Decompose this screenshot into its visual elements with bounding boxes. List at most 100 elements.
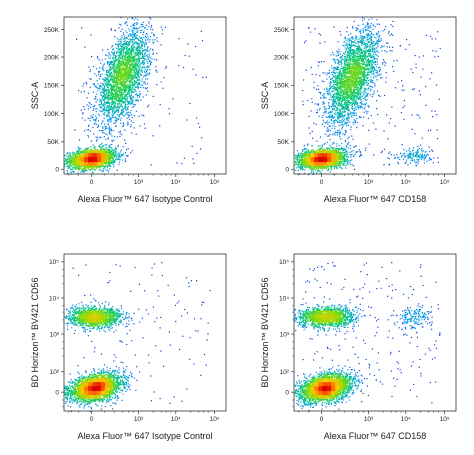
event-dot [90, 154, 92, 156]
event-dot [132, 106, 134, 109]
event-dot [80, 159, 82, 161]
event-dot [84, 159, 86, 161]
event-dot [120, 30, 122, 32]
event-dot [115, 154, 117, 156]
event-dot [110, 96, 112, 99]
event-dot [99, 100, 101, 102]
event-dot [196, 152, 198, 154]
event-dot [108, 128, 111, 130]
event-dot [91, 164, 93, 166]
event-dot [126, 155, 128, 157]
event-dot [117, 111, 119, 113]
event-dot [66, 165, 68, 167]
event-dot [86, 167, 88, 169]
event-dot [125, 95, 127, 97]
event-dot [302, 100, 304, 102]
event-dot [118, 115, 120, 117]
event-dot [124, 95, 126, 97]
event-dot [91, 166, 93, 168]
event-dot [126, 21, 128, 23]
event-dot [412, 88, 414, 91]
event-dot [377, 114, 379, 116]
event-dot [123, 74, 125, 76]
event-dot [106, 116, 108, 118]
event-dot [99, 110, 101, 112]
event-dot [103, 155, 105, 157]
event-dot [95, 162, 97, 164]
event-dot [77, 172, 79, 174]
event-dot [114, 96, 116, 98]
event-dot [111, 116, 113, 118]
event-dot [120, 93, 122, 96]
event-dot [135, 99, 137, 101]
event-dot [119, 80, 121, 82]
event-dot [99, 153, 101, 155]
event-dot [132, 82, 134, 84]
event-dot [192, 68, 194, 70]
event-dot [116, 148, 118, 150]
event-dot [133, 60, 135, 62]
event-dot [127, 75, 129, 77]
event-dot [90, 151, 92, 153]
event-dot [122, 115, 124, 117]
event-dot [95, 86, 97, 88]
event-dot [130, 81, 132, 83]
event-dot [99, 163, 101, 165]
event-dot [143, 66, 145, 68]
event-dot [102, 120, 104, 122]
event-dot [68, 159, 70, 161]
event-dot [69, 166, 71, 168]
event-dot [141, 84, 144, 87]
event-dot [96, 156, 99, 158]
event-dot [114, 66, 116, 68]
event-dot [134, 60, 136, 62]
event-dot [124, 84, 126, 86]
event-dot [120, 67, 122, 69]
event-dot [114, 155, 116, 157]
event-dot [110, 73, 112, 75]
event-dot [116, 77, 118, 79]
event-dot [119, 89, 121, 91]
event-dot [136, 81, 138, 84]
event-dot [120, 105, 122, 108]
event-dot [89, 106, 92, 109]
event-dot [121, 111, 123, 113]
event-dot [119, 83, 121, 85]
event-dot [117, 87, 119, 89]
event-dot [129, 48, 131, 50]
event-dot [83, 83, 85, 85]
event-dot [123, 71, 125, 73]
event-dot [91, 149, 93, 151]
event-dot [78, 152, 80, 154]
event-dot [96, 154, 98, 157]
event-dot [89, 157, 91, 159]
event-dot [138, 71, 140, 73]
event-dot [105, 73, 107, 75]
event-dot [88, 124, 90, 126]
event-dot [103, 136, 105, 138]
event-dot [123, 58, 125, 60]
event-dot [129, 92, 131, 94]
event-dot [120, 76, 122, 78]
event-dot [88, 163, 90, 165]
event-dot [126, 98, 128, 100]
event-dot [120, 53, 122, 55]
event-dot [131, 114, 133, 116]
event-dot [123, 70, 125, 72]
event-dot [127, 62, 129, 64]
event-dot [142, 42, 144, 44]
event-dot [100, 86, 102, 88]
event-dot [97, 160, 99, 162]
event-dot [143, 45, 145, 47]
event-dot [144, 68, 146, 70]
event-dot [127, 68, 129, 70]
event-dot [138, 115, 140, 117]
event-dot [314, 28, 316, 30]
event-dot [123, 73, 125, 75]
event-dot [114, 81, 116, 83]
event-dot [138, 76, 140, 78]
event-dot [112, 88, 114, 90]
event-dot [95, 86, 98, 88]
event-dot [134, 61, 136, 63]
